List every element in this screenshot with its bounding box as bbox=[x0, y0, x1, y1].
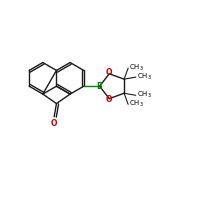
Text: CH$_3$: CH$_3$ bbox=[129, 99, 144, 109]
Text: B: B bbox=[97, 82, 102, 91]
Text: CH$_3$: CH$_3$ bbox=[137, 72, 152, 82]
Text: O: O bbox=[106, 68, 113, 77]
Text: CH$_3$: CH$_3$ bbox=[137, 90, 152, 100]
Text: O: O bbox=[51, 119, 57, 128]
Text: CH$_3$: CH$_3$ bbox=[129, 63, 144, 73]
Text: O: O bbox=[106, 95, 113, 104]
